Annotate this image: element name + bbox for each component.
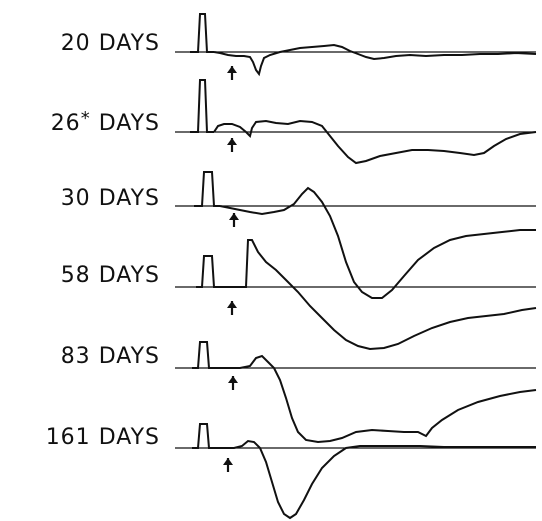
trace-label-2: 30 DAYS [0, 187, 160, 211]
calibration-pulse [192, 423, 216, 449]
trace-unit: DAYS [98, 111, 160, 136]
response-waveform [213, 119, 537, 165]
response-waveform [213, 43, 537, 77]
upward-arrow-icon [226, 374, 240, 392]
calibration-pulse [190, 13, 214, 53]
trace-1 [175, 79, 537, 165]
upward-arrow-icon [227, 211, 241, 229]
trace-age: 58 [60, 263, 91, 288]
trace-0 [175, 13, 537, 82]
response-waveform [219, 186, 536, 299]
trace-label-4: 83 DAYS [0, 345, 160, 369]
trace-2 [175, 171, 536, 299]
trace-unit: DAYS [98, 31, 160, 56]
trace-age: 83 [60, 344, 91, 369]
upward-arrow-icon [225, 136, 239, 154]
trace-age: 30 [60, 186, 91, 211]
trace-age: 26 [50, 111, 81, 136]
trace-age: 161 [45, 425, 91, 450]
upward-arrow-icon [221, 456, 235, 474]
calibration-pulse [194, 171, 220, 207]
trace-5 [175, 423, 536, 520]
trace-unit: DAYS [98, 344, 160, 369]
response-waveform [216, 354, 537, 444]
trace-3 [175, 239, 537, 351]
upward-arrow-icon [225, 64, 239, 82]
trace-unit: DAYS [98, 263, 160, 288]
trace-unit: DAYS [98, 186, 160, 211]
trace-label-1: 26* DAYS [0, 110, 160, 136]
upward-arrow-icon [225, 299, 239, 317]
trace-label-0: 20 DAYS [0, 32, 160, 56]
trace-label-5: 161 DAYS [0, 426, 160, 450]
response-waveform [216, 439, 536, 520]
response-waveform [222, 239, 537, 351]
trace-4 [175, 341, 537, 444]
trace-age: 20 [60, 31, 91, 56]
trace-marker: * [80, 108, 91, 129]
trace-unit: DAYS [98, 425, 160, 450]
calibration-pulse [196, 255, 222, 288]
calibration-pulse [190, 79, 214, 133]
trace-label-3: 58 DAYS [0, 264, 160, 288]
calibration-pulse [192, 341, 216, 369]
